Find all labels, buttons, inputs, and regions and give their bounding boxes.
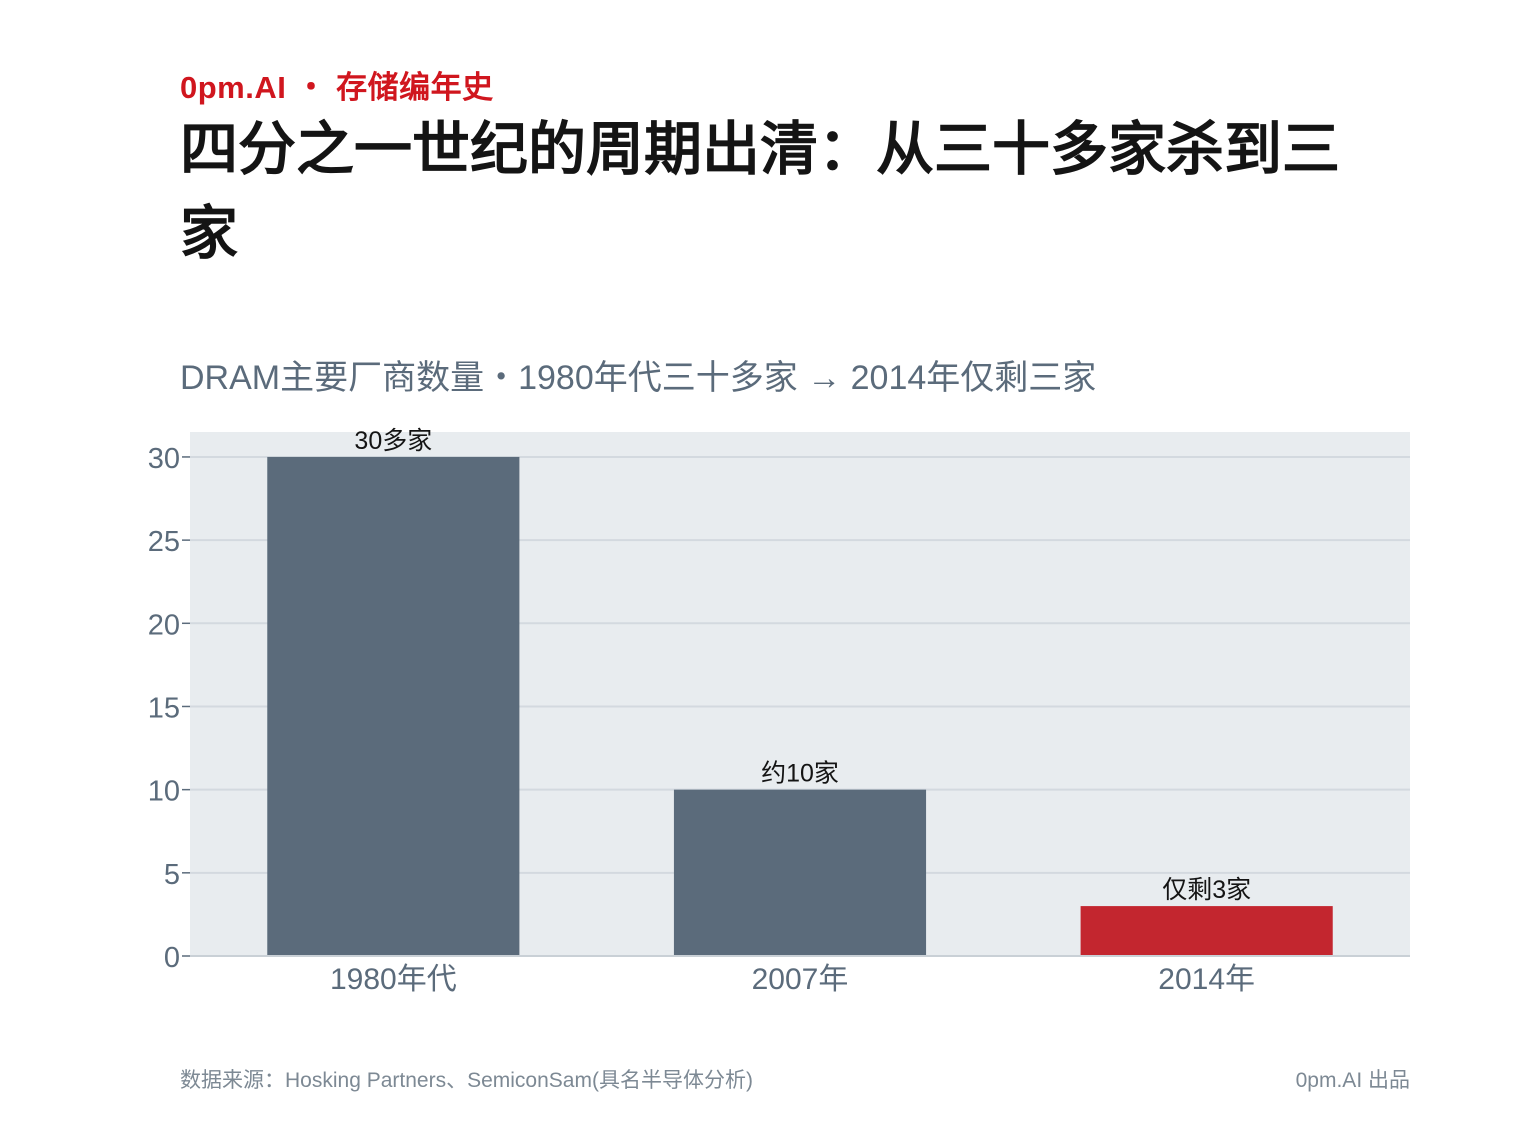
y-tick-label: 0 [164,942,180,974]
data-label-3: 仅剩3家 [1162,876,1251,904]
y-tick-label: 20 [148,609,180,641]
bar-1 [267,456,520,956]
y-tick-label: 30 [148,443,180,475]
chart-title: 四分之一世纪的周期出清：从三十多家杀到三家 [180,117,1341,266]
brand-label: 0pm.AI ・ 存储编年史 [180,70,494,105]
data-label-1: 30多家 [354,427,432,455]
data-label-2: 约10家 [761,760,839,788]
x-tick-label-2: 2007年 [752,963,849,996]
bars [267,456,1333,956]
y-tick-label: 15 [148,692,180,724]
bar-3 [1080,906,1333,956]
data-source-note: 数据来源：Hosking Partners、SemiconSam(具名半导体分析… [180,1069,753,1092]
credit-note: 0pm.AI 出品 [1295,1069,1410,1092]
y-tick-label: 25 [148,526,180,558]
bar-2 [673,789,927,956]
x-axis-ticks: 1980年代 2007年 2014年 [330,963,1255,996]
chart-subtitle: DRAM主要厂商数量・1980年代三十多家 → 2014年仅剩三家 [180,359,1097,397]
x-tick-label-3: 2014年 [1158,963,1255,996]
y-axis-ticks: 0 5 10 15 20 25 30 [148,443,190,974]
x-tick-label-1: 1980年代 [330,963,457,996]
y-tick-label: 5 [164,859,180,891]
y-tick-label: 10 [148,776,180,808]
